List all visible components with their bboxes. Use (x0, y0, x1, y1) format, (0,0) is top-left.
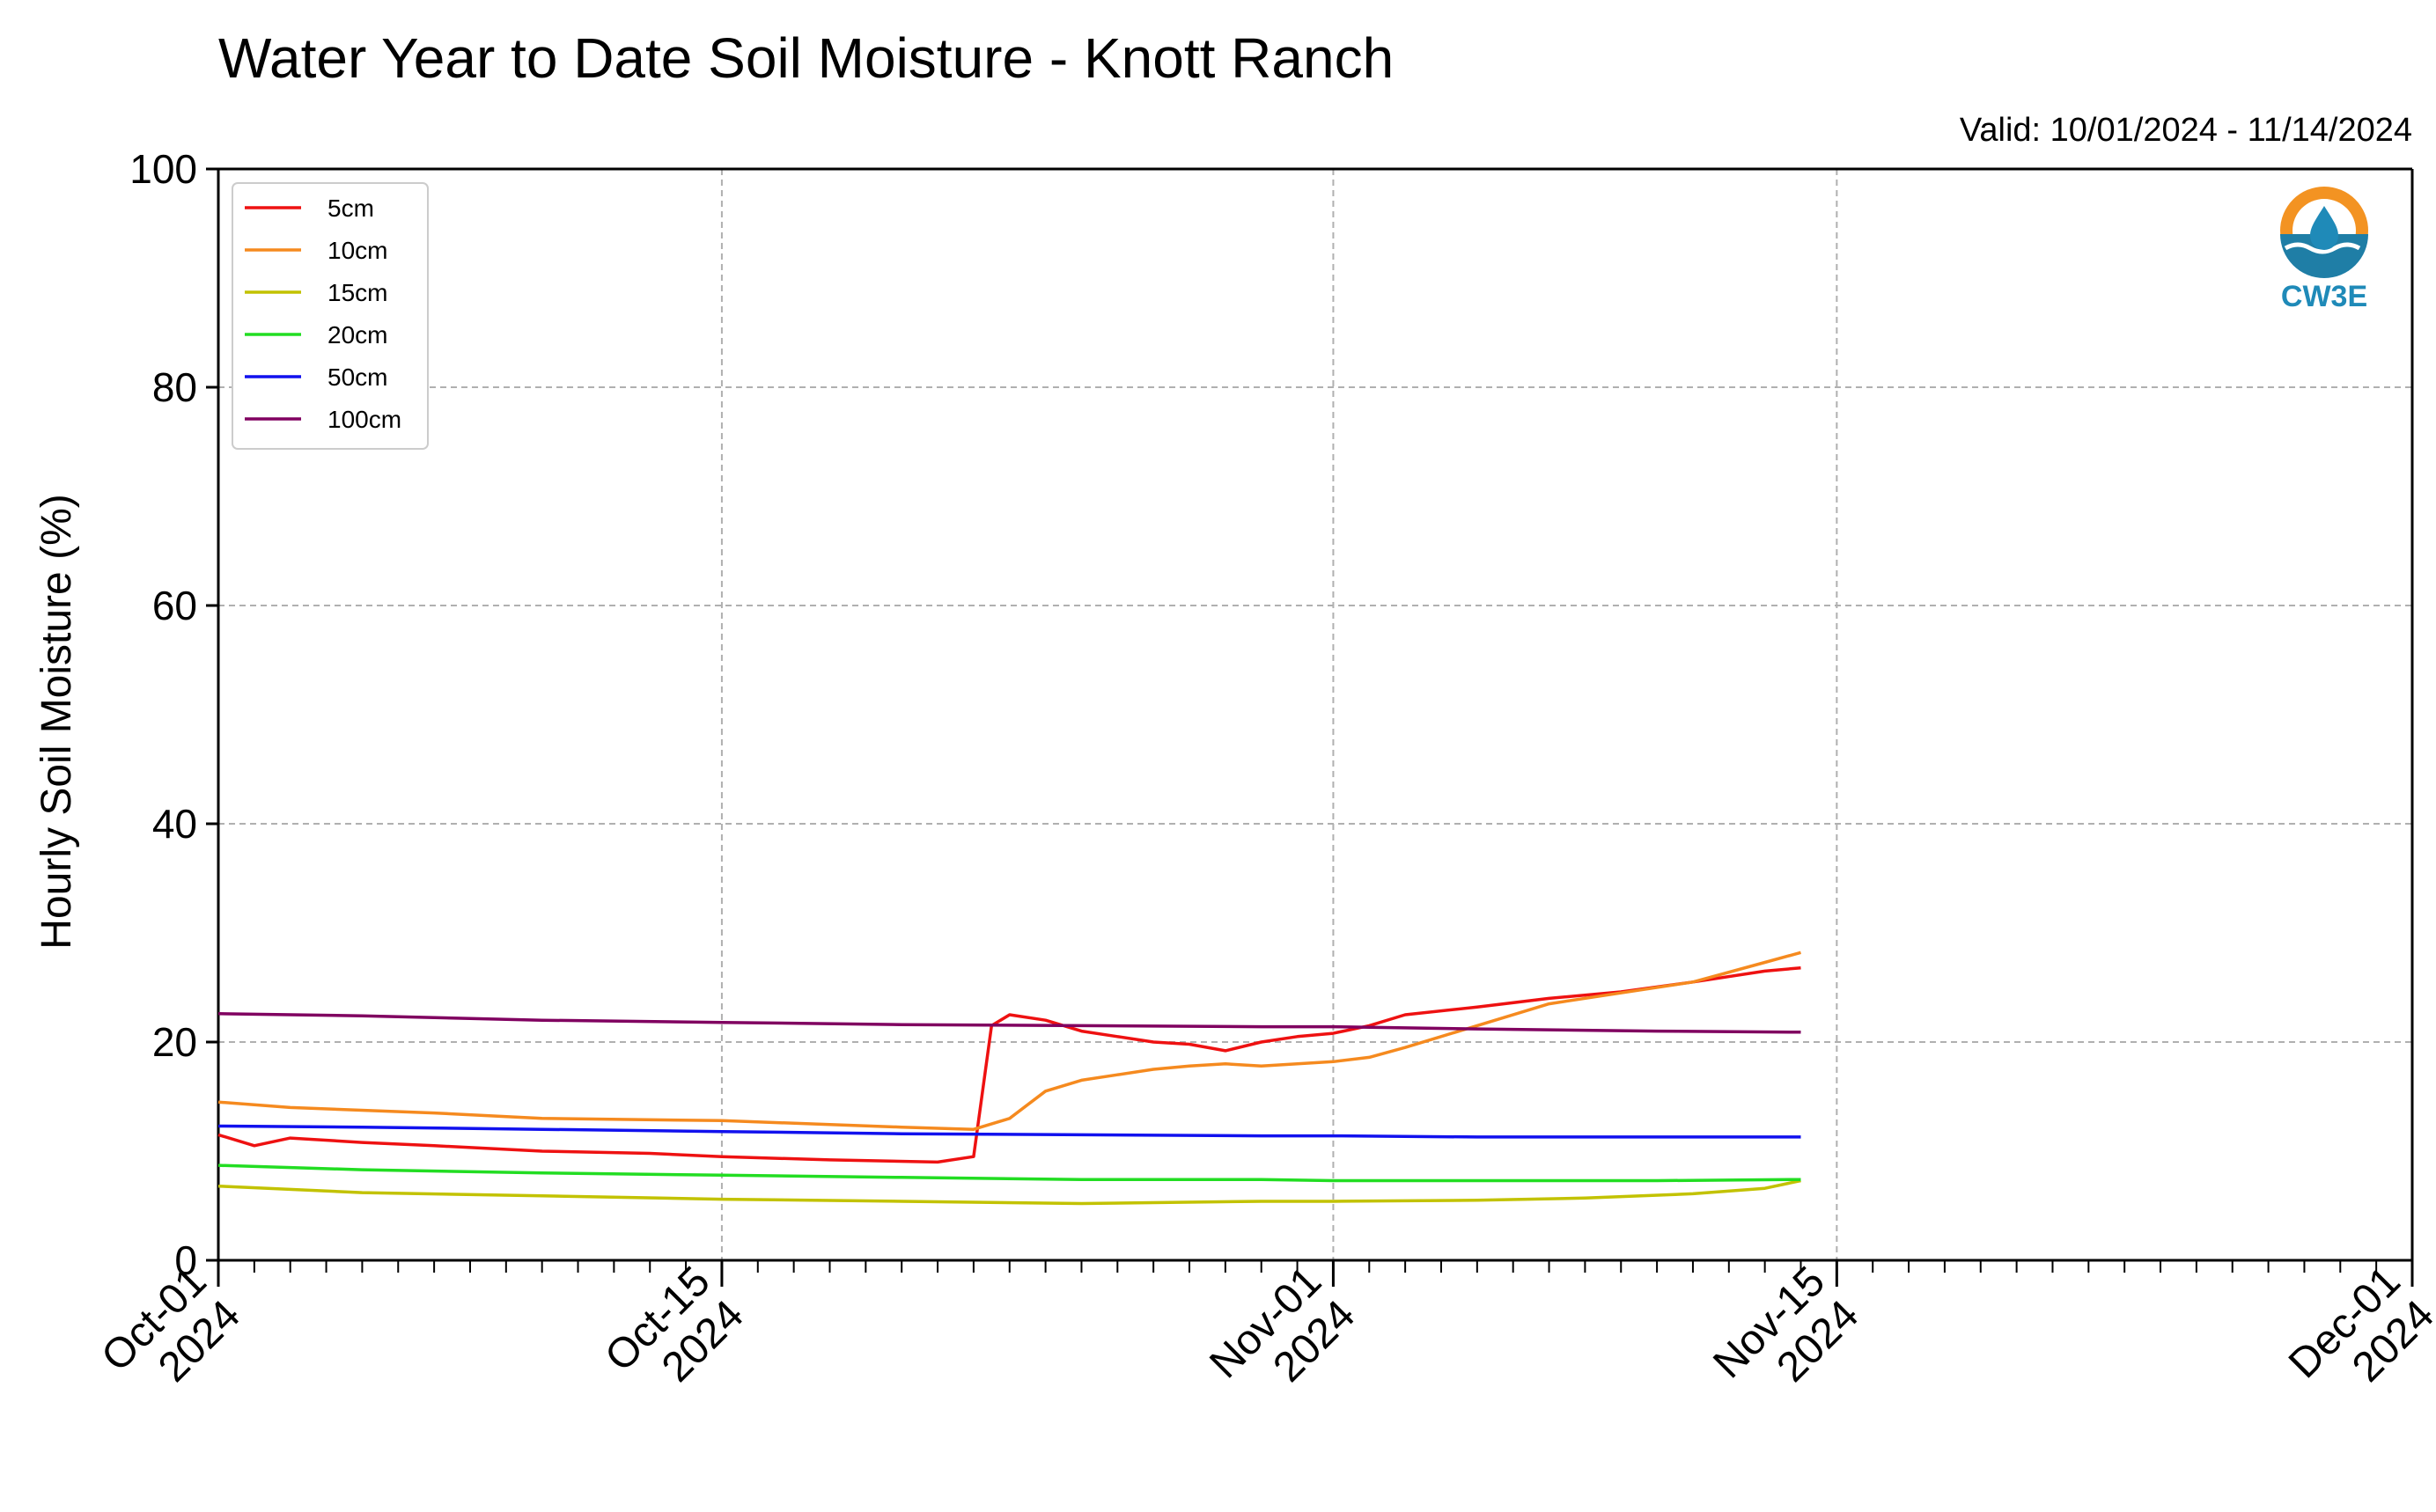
grid-lines (217, 168, 2413, 1261)
legend: 5cm 10cm 15cm 20cm 50cm 100cm (232, 182, 429, 450)
y-tick-label: 80 (152, 364, 197, 410)
y-tick-label: 20 (152, 1019, 197, 1065)
plot-frame (217, 167, 2414, 1262)
series-line-20cm (217, 1163, 1801, 1183)
series-line-5cm (217, 965, 1801, 1164)
valid-range: Valid: 10/01/2024 - 11/14/2024 (1960, 112, 2412, 149)
legend-label: 15cm (327, 279, 387, 306)
y-tick-label: 40 (152, 801, 197, 847)
legend-label: 20cm (327, 321, 387, 349)
y-axis-label: Hourly Soil Moisture (%) (33, 494, 80, 949)
y-axis: 0 20 40 60 80 100 (129, 146, 218, 1283)
legend-label: 5cm (327, 195, 374, 222)
series-line-100cm (217, 1012, 1801, 1034)
series-line-10cm (217, 951, 1801, 1131)
y-tick-label: 0 (174, 1237, 197, 1283)
series-line-50cm (217, 1124, 1801, 1139)
series-lines (217, 951, 1801, 1206)
cw3e-logo: CW3E (2280, 187, 2368, 313)
y-tick-label: 60 (152, 583, 197, 628)
chart-title: Water Year to Date Soil Moisture - Knott… (218, 26, 1394, 90)
logo-drop-icon (2310, 206, 2338, 250)
series-line-15cm (217, 1178, 1801, 1206)
legend-label: 10cm (327, 237, 387, 264)
logo-text: CW3E (2281, 280, 2367, 313)
logo-wave-icon (2284, 242, 2361, 254)
legend-label: 100cm (327, 406, 401, 433)
legend-label: 50cm (327, 363, 387, 391)
y-tick-label: 100 (129, 146, 197, 192)
